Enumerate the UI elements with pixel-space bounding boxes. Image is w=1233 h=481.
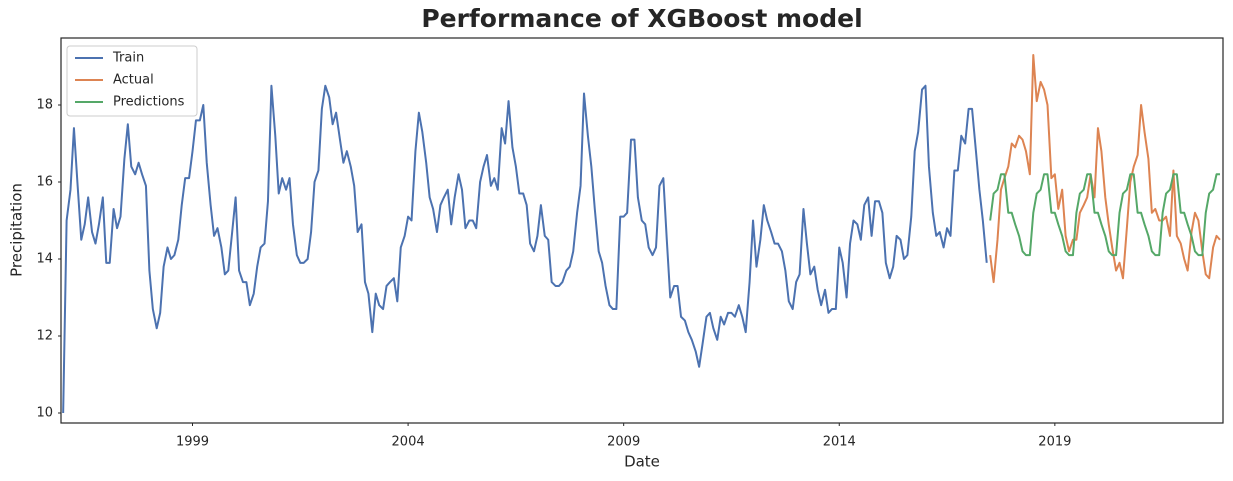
x-tick-label: 1999: [176, 435, 209, 450]
series-line: [989, 173, 1220, 257]
x-tick-label: 2004: [392, 435, 425, 450]
legend-label: Actual: [113, 73, 154, 88]
x-axis-label: Date: [624, 453, 660, 471]
y-tick-label: 16: [36, 174, 53, 189]
chart-title: Performance of XGBoost model: [421, 4, 862, 33]
y-tick-label: 12: [36, 328, 53, 343]
x-tick-label: 2014: [823, 435, 856, 450]
plot-frame: [60, 37, 1224, 424]
y-tick-label: 10: [36, 405, 53, 420]
series-line: [989, 53, 1221, 284]
series-line: [62, 84, 988, 414]
legend-label: Train: [112, 51, 144, 66]
legend-label: Predictions: [113, 95, 185, 110]
x-tick-label: 2009: [607, 435, 640, 450]
y-tick-label: 14: [36, 251, 53, 266]
y-axis-label: Precipitation: [8, 183, 26, 277]
x-tick-label: 2019: [1038, 435, 1071, 450]
y-tick-label: 18: [36, 97, 53, 112]
legend-box: [66, 45, 198, 117]
